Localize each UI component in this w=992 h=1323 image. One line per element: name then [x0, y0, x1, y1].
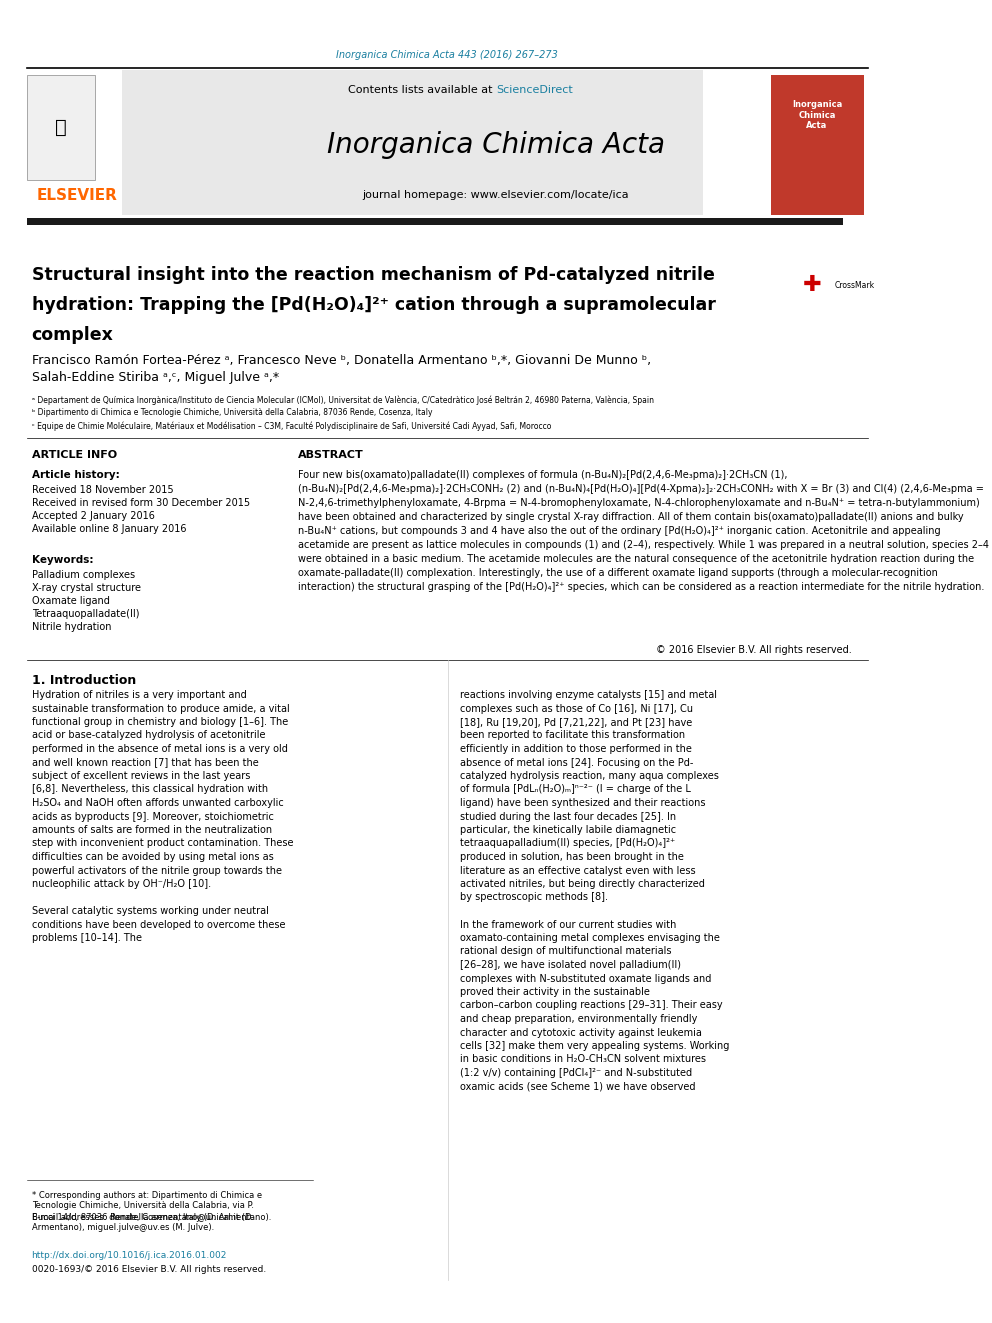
Text: 🌳: 🌳	[55, 118, 66, 136]
Text: sustainable transformation to produce amide, a vital: sustainable transformation to produce am…	[32, 704, 290, 713]
Text: Salah-Eddine Stiriba ᵃ,ᶜ, Miguel Julve ᵃ,*: Salah-Eddine Stiriba ᵃ,ᶜ, Miguel Julve ᵃ…	[32, 372, 279, 385]
Text: cells [32] make them very appealing systems. Working: cells [32] make them very appealing syst…	[460, 1041, 729, 1050]
Text: Bucci 14/c, 87036 Rende, Cosenza, Italy (D. Armentano).: Bucci 14/c, 87036 Rende, Cosenza, Italy …	[32, 1212, 271, 1221]
Text: [26–28], we have isolated novel palladium(II): [26–28], we have isolated novel palladiu…	[460, 960, 681, 970]
Text: Article history:: Article history:	[32, 470, 119, 480]
Text: Inorganica
Chimica
Acta: Inorganica Chimica Acta	[792, 101, 842, 130]
Text: ELSEVIER: ELSEVIER	[37, 188, 117, 202]
Text: complexes such as those of Co [16], Ni [17], Cu: complexes such as those of Co [16], Ni […	[460, 704, 692, 713]
Text: rational design of multifunctional materials: rational design of multifunctional mater…	[460, 946, 672, 957]
Text: journal homepage: www.elsevier.com/locate/ica: journal homepage: www.elsevier.com/locat…	[363, 191, 629, 200]
Text: difficulties can be avoided by using metal ions as: difficulties can be avoided by using met…	[32, 852, 274, 863]
Text: and well known reaction [7] that has been the: and well known reaction [7] that has bee…	[32, 758, 258, 767]
Text: Tecnologie Chimiche, Università della Calabria, via P.: Tecnologie Chimiche, Università della Ca…	[32, 1201, 254, 1211]
Text: Inorganica Chimica Acta: Inorganica Chimica Acta	[327, 131, 665, 159]
Text: acid or base-catalyzed hydrolysis of acetonitrile: acid or base-catalyzed hydrolysis of ace…	[32, 730, 265, 741]
Text: Contents lists available at: Contents lists available at	[348, 85, 496, 95]
Text: 1. Introduction: 1. Introduction	[32, 673, 136, 687]
Text: Structural insight into the reaction mechanism of Pd-catalyzed nitrile: Structural insight into the reaction mec…	[32, 266, 714, 284]
Text: performed in the absence of metal ions is a very old: performed in the absence of metal ions i…	[32, 744, 288, 754]
Text: conditions have been developed to overcome these: conditions have been developed to overco…	[32, 919, 285, 930]
Text: ✚: ✚	[803, 275, 821, 295]
Text: Francisco Ramón Fortea-Pérez ᵃ, Francesco Neve ᵇ, Donatella Armentano ᵇ,*, Giova: Francisco Ramón Fortea-Pérez ᵃ, Francesc…	[32, 353, 651, 366]
Text: oxamic acids (see Scheme 1) we have observed: oxamic acids (see Scheme 1) we have obse…	[460, 1081, 695, 1091]
Text: © 2016 Elsevier B.V. All rights reserved.: © 2016 Elsevier B.V. All rights reserved…	[657, 646, 852, 655]
Text: problems [10–14]. The: problems [10–14]. The	[32, 933, 142, 943]
Text: ᶜ Equipe de Chimie Moléculaire, Matériaux et Modélisation – C3M, Faculté Polydis: ᶜ Equipe de Chimie Moléculaire, Matériau…	[32, 421, 551, 431]
Text: Keywords:: Keywords:	[32, 556, 93, 565]
FancyBboxPatch shape	[27, 75, 94, 180]
Text: in basic conditions in H₂O-CH₃CN solvent mixtures: in basic conditions in H₂O-CH₃CN solvent…	[460, 1054, 706, 1065]
Text: http://dx.doi.org/10.1016/j.ica.2016.01.002: http://dx.doi.org/10.1016/j.ica.2016.01.…	[32, 1250, 227, 1259]
Bar	[27, 218, 843, 225]
Text: of formula [PdLₙ(H₂O)ₘ]ⁿ⁻²⁻ (l = charge of the L: of formula [PdLₙ(H₂O)ₘ]ⁿ⁻²⁻ (l = charge …	[460, 785, 690, 795]
Text: Oxamate ligand: Oxamate ligand	[32, 595, 109, 606]
Text: absence of metal ions [24]. Focusing on the Pd-: absence of metal ions [24]. Focusing on …	[460, 758, 693, 767]
Text: [6,8]. Nevertheless, this classical hydration with: [6,8]. Nevertheless, this classical hydr…	[32, 785, 268, 795]
Text: particular, the kinetically labile diamagnetic: particular, the kinetically labile diama…	[460, 826, 676, 835]
Text: nucleophilic attack by OH⁻/H₂O [10].: nucleophilic attack by OH⁻/H₂O [10].	[32, 878, 210, 889]
Text: powerful activators of the nitrile group towards the: powerful activators of the nitrile group…	[32, 865, 282, 876]
Text: complex: complex	[32, 325, 113, 344]
Text: oxamato-containing metal complexes envisaging the: oxamato-containing metal complexes envis…	[460, 933, 720, 943]
Text: step with inconvenient product contamination. These: step with inconvenient product contamina…	[32, 839, 293, 848]
Text: In the framework of our current studies with: In the framework of our current studies …	[460, 919, 677, 930]
Text: H₂SO₄ and NaOH often affords unwanted carboxylic: H₂SO₄ and NaOH often affords unwanted ca…	[32, 798, 284, 808]
Text: amounts of salts are formed in the neutralization: amounts of salts are formed in the neutr…	[32, 826, 272, 835]
Text: ARTICLE INFO: ARTICLE INFO	[32, 450, 117, 460]
Text: E-mail addresses: donatella.armentano@unical.it (D.: E-mail addresses: donatella.armentano@un…	[32, 1212, 254, 1221]
Text: by spectroscopic methods [8].: by spectroscopic methods [8].	[460, 893, 608, 902]
Text: catalyzed hydrolysis reaction, many aqua complexes: catalyzed hydrolysis reaction, many aqua…	[460, 771, 719, 781]
Text: produced in solution, has been brought in the: produced in solution, has been brought i…	[460, 852, 683, 863]
Text: ABSTRACT: ABSTRACT	[298, 450, 363, 460]
FancyBboxPatch shape	[122, 70, 703, 216]
Text: 0020-1693/© 2016 Elsevier B.V. All rights reserved.: 0020-1693/© 2016 Elsevier B.V. All right…	[32, 1266, 266, 1274]
Text: and cheap preparation, environmentally friendly: and cheap preparation, environmentally f…	[460, 1013, 697, 1024]
Text: (1:2 v/v) containing [PdCl₄]²⁻ and N-substituted: (1:2 v/v) containing [PdCl₄]²⁻ and N-sub…	[460, 1068, 692, 1078]
Text: [18], Ru [19,20], Pd [7,21,22], and Pt [23] have: [18], Ru [19,20], Pd [7,21,22], and Pt […	[460, 717, 692, 728]
Text: character and cytotoxic activity against leukemia: character and cytotoxic activity against…	[460, 1028, 701, 1037]
Text: Tetraaquopalladate(II): Tetraaquopalladate(II)	[32, 609, 139, 619]
Text: * Corresponding authors at: Dipartimento di Chimica e: * Corresponding authors at: Dipartimento…	[32, 1191, 262, 1200]
Text: Inorganica Chimica Acta 443 (2016) 267–273: Inorganica Chimica Acta 443 (2016) 267–2…	[336, 50, 558, 60]
Text: Palladium complexes: Palladium complexes	[32, 570, 135, 579]
Text: Received in revised form 30 December 2015: Received in revised form 30 December 201…	[32, 497, 250, 508]
Text: Accepted 2 January 2016: Accepted 2 January 2016	[32, 511, 155, 521]
Text: ligand) have been synthesized and their reactions: ligand) have been synthesized and their …	[460, 798, 705, 808]
Text: literature as an effective catalyst even with less: literature as an effective catalyst even…	[460, 865, 695, 876]
Text: Received 18 November 2015: Received 18 November 2015	[32, 486, 174, 495]
Text: Hydration of nitriles is a very important and: Hydration of nitriles is a very importan…	[32, 691, 246, 700]
Text: CrossMark: CrossMark	[834, 280, 874, 290]
Text: Nitrile hydration: Nitrile hydration	[32, 622, 111, 632]
Text: hydration: Trapping the [Pd(H₂O)₄]²⁺ cation through a supramolecular: hydration: Trapping the [Pd(H₂O)₄]²⁺ cat…	[32, 296, 715, 314]
Text: Armentano), miguel.julve@uv.es (M. Julve).: Armentano), miguel.julve@uv.es (M. Julve…	[32, 1224, 214, 1233]
Text: acids as byproducts [9]. Moreover, stoichiometric: acids as byproducts [9]. Moreover, stoic…	[32, 811, 274, 822]
Text: reactions involving enzyme catalysts [15] and metal: reactions involving enzyme catalysts [15…	[460, 691, 717, 700]
Text: Available online 8 January 2016: Available online 8 January 2016	[32, 524, 186, 534]
Text: efficiently in addition to those performed in the: efficiently in addition to those perform…	[460, 744, 691, 754]
Text: ScienceDirect: ScienceDirect	[496, 85, 572, 95]
Text: ᵇ Dipartimento di Chimica e Tecnologie Chimiche, Università della Calabria, 8703: ᵇ Dipartimento di Chimica e Tecnologie C…	[32, 409, 433, 418]
Text: complexes with N-substituted oxamate ligands and: complexes with N-substituted oxamate lig…	[460, 974, 711, 983]
FancyBboxPatch shape	[771, 75, 864, 216]
Text: functional group in chemistry and biology [1–6]. The: functional group in chemistry and biolog…	[32, 717, 288, 728]
Text: Several catalytic systems working under neutral: Several catalytic systems working under …	[32, 906, 269, 916]
Text: tetraaquapalladium(II) species, [Pd(H₂O)₄]²⁺: tetraaquapalladium(II) species, [Pd(H₂O)…	[460, 839, 676, 848]
Text: Four new bis(oxamato)palladate(II) complexes of formula (n-Bu₄N)₂[Pd(2,4,6-Me₃pm: Four new bis(oxamato)palladate(II) compl…	[298, 470, 989, 591]
Text: proved their activity in the sustainable: proved their activity in the sustainable	[460, 987, 650, 998]
Text: X-ray crystal structure: X-ray crystal structure	[32, 583, 141, 593]
Text: carbon–carbon coupling reactions [29–31]. Their easy: carbon–carbon coupling reactions [29–31]…	[460, 1000, 722, 1011]
Text: subject of excellent reviews in the last years: subject of excellent reviews in the last…	[32, 771, 250, 781]
Text: studied during the last four decades [25]. In: studied during the last four decades [25…	[460, 811, 676, 822]
Text: ᵃ Departament de Química Inorgànica/Instituto de Ciencia Molecular (ICMol), Univ: ᵃ Departament de Química Inorgànica/Inst…	[32, 396, 654, 405]
Text: activated nitriles, but being directly characterized: activated nitriles, but being directly c…	[460, 878, 704, 889]
Text: been reported to facilitate this transformation: been reported to facilitate this transfo…	[460, 730, 685, 741]
